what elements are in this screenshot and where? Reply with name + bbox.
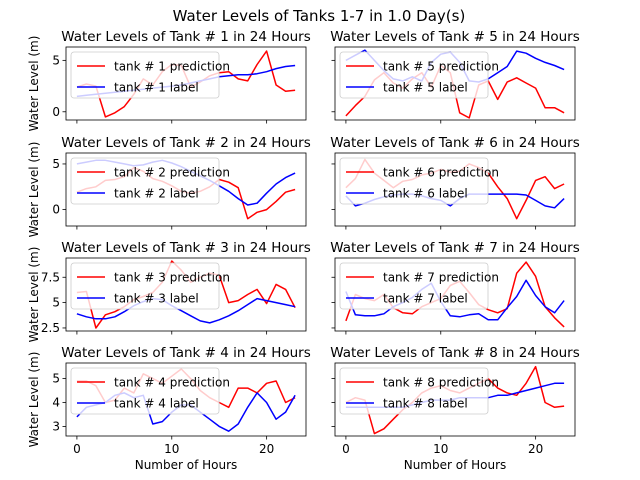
y-tick-label: 4 (52, 395, 60, 409)
panel-title: Water Levels of Tank # 4 in 24 Hours (61, 345, 311, 361)
legend-entry-label: tank # 3 label (114, 292, 199, 306)
panel-title: Water Levels of Tank # 3 in 24 Hours (61, 240, 311, 256)
panel-title: Water Levels of Tank # 7 in 24 Hours (330, 240, 580, 256)
y-tick-label: 5 (52, 157, 60, 171)
x-tick-label: 0 (73, 442, 81, 456)
axes-frame (65, 152, 307, 227)
legend-entry-label: tank # 2 label (114, 187, 199, 201)
legend-box (70, 262, 220, 310)
x-tick-label: 10 (164, 442, 179, 456)
x-tick-label: 20 (259, 442, 274, 456)
legend-entry-prediction: tank # 3 prediction (114, 271, 230, 285)
legend-entry-prediction: tank # 8 prediction (383, 376, 499, 390)
x-tick-label: 20 (528, 442, 543, 456)
legend: tank # 6 prediction tank # 6 label (339, 157, 499, 205)
legend-box (70, 157, 220, 205)
y-axis-label: Water Level (m) (27, 247, 41, 343)
panels: 0 5 tank # 1 prediction tank # 1 label Water… (27, 29, 580, 472)
legend-entry-label: tank # 7 label (383, 292, 468, 306)
axes-frame (334, 46, 576, 121)
series-line-label (345, 279, 565, 321)
y-axis-label: Water Level (m) (27, 142, 41, 238)
legend-entry-prediction: tank # 7 prediction (383, 271, 499, 285)
legend: tank # 7 prediction tank # 7 label (339, 262, 499, 310)
legend-entry-prediction: tank # 1 prediction (114, 60, 230, 74)
panel-title: Water Levels of Tank # 8 in 24 Hours (330, 345, 580, 361)
x-axis-label: Number of Hours (404, 458, 507, 472)
legend-box (70, 51, 220, 99)
y-tick-label: 5 (52, 53, 60, 67)
panel-title: Water Levels of Tank # 5 in 24 Hours (330, 29, 580, 45)
x-axis-label: Number of Hours (135, 458, 238, 472)
axes-frame (65, 46, 307, 121)
legend: tank # 8 prediction tank # 8 label (339, 367, 499, 415)
legend-entry-label: tank # 5 label (383, 81, 468, 95)
legend: tank # 1 prediction tank # 1 label (70, 51, 230, 99)
axes-frame (65, 362, 307, 437)
legend-entry-prediction: tank # 2 prediction (114, 166, 230, 180)
legend-entry-prediction: tank # 5 prediction (383, 60, 499, 74)
legend-box (339, 262, 489, 310)
y-axis-label: Water Level (m) (27, 36, 41, 132)
legend-entry-label: tank # 6 label (383, 187, 468, 201)
axes-frame (334, 152, 576, 227)
y-tick-label: 3 (52, 419, 60, 433)
legend: tank # 5 prediction tank # 5 label (339, 51, 499, 99)
panel-tank-7: tank # 7 prediction tank # 7 label Water L… (330, 240, 580, 335)
axes-frame (334, 257, 576, 332)
legend: tank # 3 prediction tank # 3 label (70, 262, 230, 310)
y-tick-label: 0 (52, 105, 60, 119)
legend-entry-prediction: tank # 6 prediction (383, 166, 499, 180)
legend-entry-label: tank # 1 label (114, 81, 199, 95)
panel-tank-5: tank # 5 prediction tank # 5 label Water L… (330, 29, 580, 124)
y-tick-label: 7.5 (41, 270, 60, 284)
panel-title: Water Levels of Tank # 6 in 24 Hours (330, 135, 580, 151)
figure-title: Water Levels of Tanks 1-7 in 1.0 Day(s) (173, 7, 466, 25)
legend-entry-prediction: tank # 4 prediction (114, 376, 230, 390)
legend-box (339, 51, 489, 99)
y-tick-label: 5 (52, 372, 60, 386)
panel-tank-4: 3 4 5 0 10 20 Number of Hours tank # 4 predicti… (27, 345, 311, 472)
series-line-label (76, 297, 296, 324)
legend-entry-label: tank # 4 label (114, 397, 199, 411)
axes-frame (65, 257, 307, 332)
panel-tank-2: 0 5 tank # 2 prediction tank # 2 label Water… (27, 135, 311, 237)
y-tick-label: 5 (52, 296, 60, 310)
y-tick-label: 2.5 (41, 321, 60, 335)
panel-tank-3: 2.5 5 7.5 tank # 3 prediction tank # 3 label… (27, 240, 311, 342)
axes-frame (334, 362, 576, 437)
legend-box (339, 157, 489, 205)
x-tick-label: 10 (433, 442, 448, 456)
panel-title: Water Levels of Tank # 2 in 24 Hours (61, 135, 311, 151)
panel-tank-1: 0 5 tank # 1 prediction tank # 1 label Water… (27, 29, 311, 131)
legend: tank # 4 prediction tank # 4 label (70, 367, 230, 415)
x-tick-label: 0 (342, 442, 350, 456)
legend-box (70, 367, 220, 415)
y-axis-label: Water Level (m) (27, 352, 41, 448)
panel-title: Water Levels of Tank # 1 in 24 Hours (61, 29, 311, 45)
panel-tank-6: tank # 6 prediction tank # 6 label Water L… (330, 135, 580, 230)
legend-entry-label: tank # 8 label (383, 397, 468, 411)
legend: tank # 2 prediction tank # 2 label (70, 157, 230, 205)
legend-box (339, 367, 489, 415)
y-tick-label: 0 (52, 203, 60, 217)
